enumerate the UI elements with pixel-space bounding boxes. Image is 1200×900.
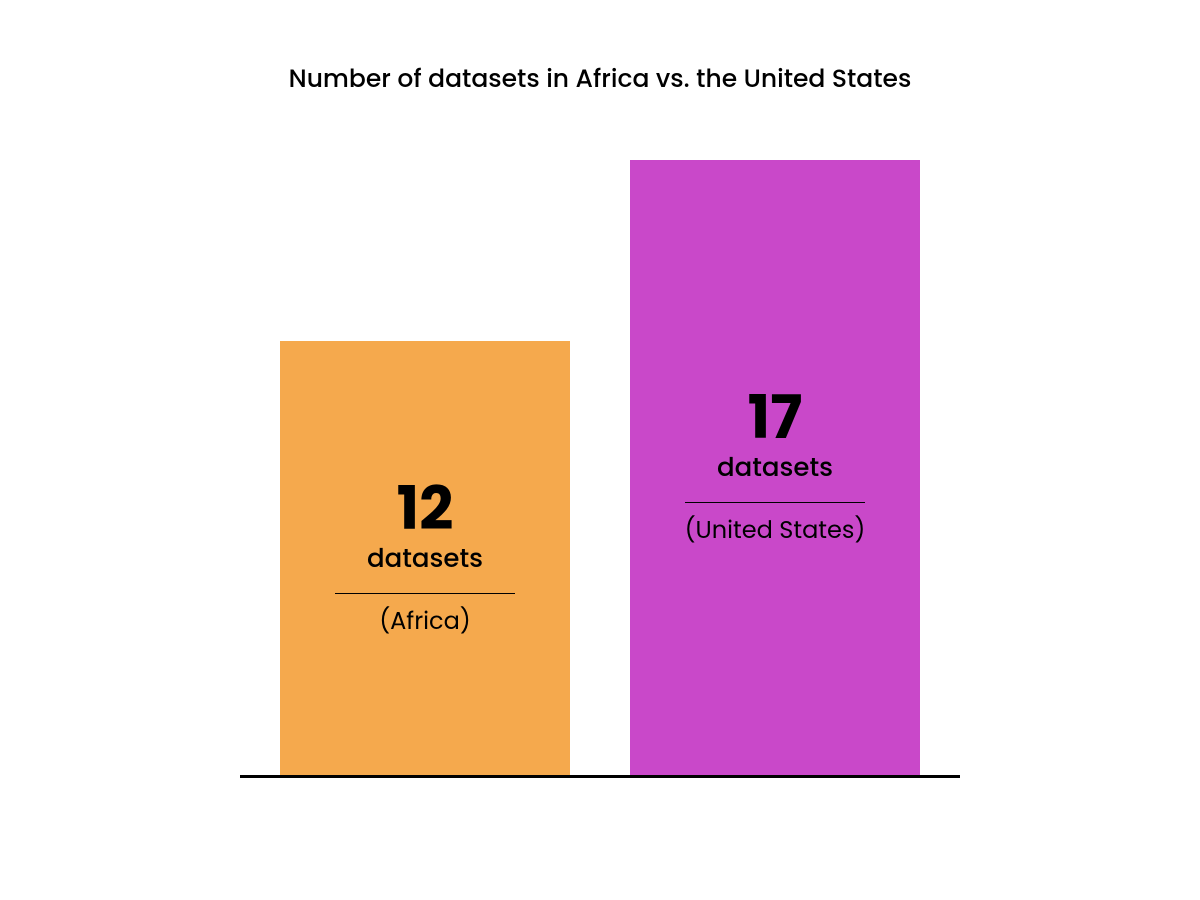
bar-content: 12 datasets (Africa): [280, 478, 570, 639]
bar-divider: [685, 502, 865, 503]
bar-value: 12: [397, 478, 454, 538]
bar-region: (United States): [685, 513, 866, 548]
bar-unit: datasets: [717, 449, 833, 488]
bars-wrapper: 12 datasets (Africa) 17 datasets (United…: [240, 158, 960, 778]
bar-divider: [335, 593, 515, 594]
bar-unit: datasets: [367, 540, 483, 579]
bar-region: (Africa): [379, 604, 471, 639]
bar-united-states: 17 datasets (United States): [630, 160, 920, 775]
bar-content: 17 datasets (United States): [630, 387, 920, 548]
bar-chart: Number of datasets in Africa vs. the Uni…: [240, 60, 960, 778]
bar-africa: 12 datasets (Africa): [280, 341, 570, 775]
chart-title: Number of datasets in Africa vs. the Uni…: [240, 60, 960, 98]
bar-value: 17: [748, 387, 803, 447]
